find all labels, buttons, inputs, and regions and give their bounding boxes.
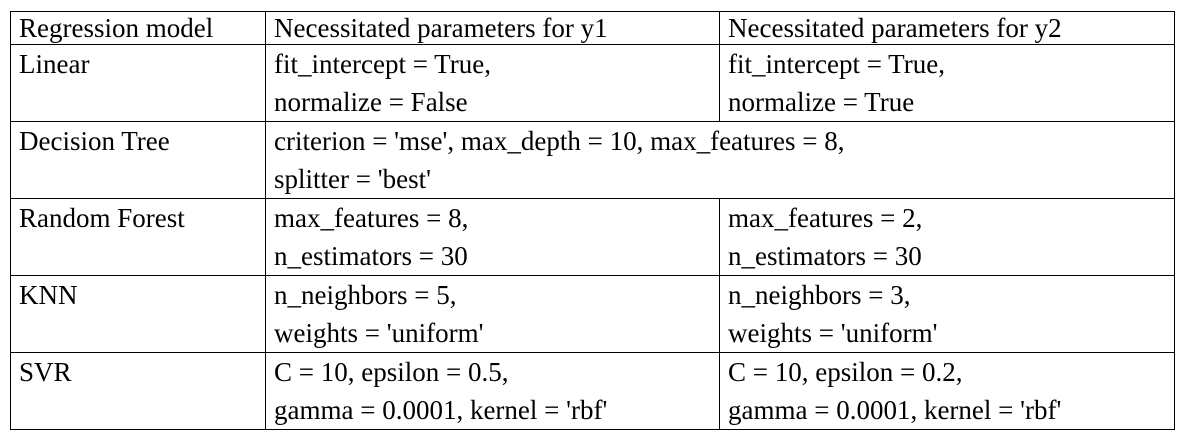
params-y1-cell: fit_intercept = True, normalize = False bbox=[265, 44, 720, 122]
param-line: max_features = 2, bbox=[728, 203, 923, 233]
param-line: normalize = False bbox=[274, 87, 468, 117]
table-header-row: Regression model Necessitated parameters… bbox=[10, 11, 1175, 45]
model-name-cell: Decision Tree bbox=[10, 121, 266, 199]
header-regression-model: Regression model bbox=[10, 11, 266, 45]
param-line: n_neighbors = 3, bbox=[728, 280, 911, 310]
param-line: C = 10, epsilon = 0.2, bbox=[728, 357, 963, 387]
param-line: gamma = 0.0001, kernel = 'rbf' bbox=[274, 395, 608, 425]
param-line: fit_intercept = True, bbox=[728, 49, 945, 79]
params-y2-cell: n_neighbors = 3, weights = 'uniform' bbox=[719, 275, 1175, 353]
param-line: gamma = 0.0001, kernel = 'rbf' bbox=[728, 395, 1062, 425]
param-line: n_estimators = 30 bbox=[728, 241, 922, 271]
model-name-cell: Random Forest bbox=[10, 198, 266, 276]
param-line: weights = 'uniform' bbox=[728, 318, 938, 348]
param-line: fit_intercept = True, bbox=[274, 49, 491, 79]
table-row-knn: KNN n_neighbors = 5, weights = 'uniform'… bbox=[10, 275, 1175, 353]
param-line: splitter = 'best' bbox=[274, 164, 431, 194]
header-params-y1: Necessitated parameters for y1 bbox=[265, 11, 720, 45]
param-line: n_estimators = 30 bbox=[274, 241, 468, 271]
table-row-linear: Linear fit_intercept = True, normalize =… bbox=[10, 44, 1175, 122]
parameters-table: Regression model Necessitated parameters… bbox=[10, 11, 1175, 430]
param-line: n_neighbors = 5, bbox=[274, 280, 457, 310]
params-y1-cell: max_features = 8, n_estimators = 30 bbox=[265, 198, 720, 276]
model-name-cell: SVR bbox=[10, 352, 266, 430]
param-line: max_features = 8, bbox=[274, 203, 469, 233]
model-name-cell: Linear bbox=[10, 44, 266, 122]
params-y2-cell: max_features = 2, n_estimators = 30 bbox=[719, 198, 1175, 276]
model-name-cell: KNN bbox=[10, 275, 266, 353]
table-row-decision-tree: Decision Tree criterion = 'mse', max_dep… bbox=[10, 121, 1175, 199]
params-merged-cell: criterion = 'mse', max_depth = 10, max_f… bbox=[265, 121, 1175, 199]
table-row-svr: SVR C = 10, epsilon = 0.5, gamma = 0.000… bbox=[10, 352, 1175, 430]
header-params-y2: Necessitated parameters for y2 bbox=[719, 11, 1175, 45]
param-line: criterion = 'mse', max_depth = 10, max_f… bbox=[274, 126, 845, 156]
params-y2-cell: fit_intercept = True, normalize = True bbox=[719, 44, 1175, 122]
params-y1-cell: n_neighbors = 5, weights = 'uniform' bbox=[265, 275, 720, 353]
param-line: C = 10, epsilon = 0.5, bbox=[274, 357, 509, 387]
params-y1-cell: C = 10, epsilon = 0.5, gamma = 0.0001, k… bbox=[265, 352, 720, 430]
param-line: normalize = True bbox=[728, 87, 915, 117]
table-row-random-forest: Random Forest max_features = 8, n_estima… bbox=[10, 198, 1175, 276]
params-y2-cell: C = 10, epsilon = 0.2, gamma = 0.0001, k… bbox=[719, 352, 1175, 430]
param-line: weights = 'uniform' bbox=[274, 318, 484, 348]
